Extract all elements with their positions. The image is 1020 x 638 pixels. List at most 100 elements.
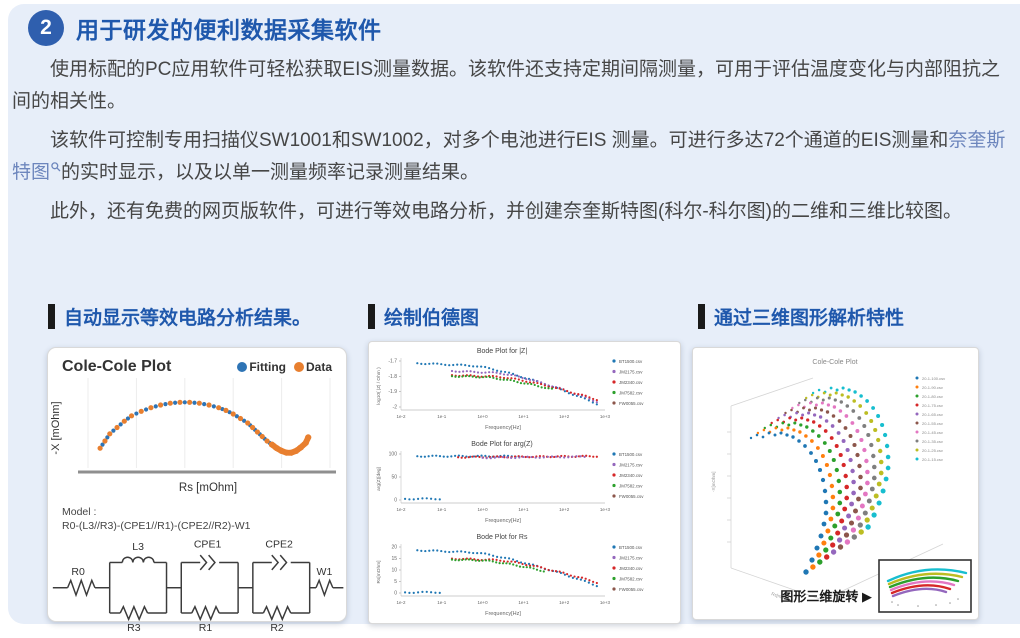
svg-text:20: 20 bbox=[391, 545, 397, 551]
heading-bar bbox=[48, 304, 55, 329]
section-number-badge: 2 bbox=[28, 10, 64, 46]
svg-text:-X[mOhm]: -X[mOhm] bbox=[711, 471, 716, 492]
rotate-3d-label[interactable]: 图形三维旋转 ▶ bbox=[780, 589, 872, 604]
model-text: Model : R0-(L3//R3)-(CPE1//R1)-(CPE2//R2… bbox=[48, 503, 346, 533]
svg-text:20-1-25.csv: 20-1-25.csv bbox=[922, 448, 943, 453]
paragraph-1: 使用标配的PC应用软件可轻松获取EIS测量数据。该软件还支持定期间隔测量，可用于… bbox=[12, 59, 1001, 112]
svg-text:1e+0: 1e+0 bbox=[478, 600, 489, 605]
panel-3-heading-text: 通过三维图形解析特性 bbox=[714, 308, 905, 329]
svg-text:Bode Plot for |Z|: Bode Plot for |Z| bbox=[477, 348, 528, 355]
svg-text:JM7582.csv: JM7582.csv bbox=[619, 484, 643, 489]
cole-cole-card: Cole-Cole Plot Fitting Data -X [mOhm] Rs … bbox=[47, 347, 347, 634]
cole-cole-3d-plot: Cole-Cole PlotRs[mOhm]Date-X[mOhm]20-1-1… bbox=[711, 359, 945, 603]
svg-text:log10( |Z| / Ohm ): log10( |Z| / Ohm ) bbox=[376, 367, 382, 405]
label-cpe2: CPE2 bbox=[265, 539, 293, 551]
svg-text:1e-2: 1e-2 bbox=[396, 600, 406, 605]
svg-text:BT1500.csv: BT1500.csv bbox=[619, 359, 643, 364]
data-dot-icon bbox=[293, 362, 304, 372]
svg-text:-X [mOhm]: -X [mOhm] bbox=[50, 401, 62, 454]
svg-text:100: 100 bbox=[389, 452, 398, 458]
svg-text:5: 5 bbox=[394, 579, 397, 585]
paragraph-2-text-after: 的实时显示，以及以单一测量频率记录测量结果。 bbox=[61, 162, 480, 183]
bode-plot-arg: Bode Plot for arg(Z) arg(Z)[deg] 100 50 0 1e-… bbox=[371, 437, 678, 528]
svg-text:1e+1: 1e+1 bbox=[518, 600, 529, 605]
svg-text:-1.8: -1.8 bbox=[388, 374, 397, 380]
svg-text:0: 0 bbox=[394, 498, 397, 504]
svg-text:1e-1: 1e-1 bbox=[437, 507, 447, 512]
svg-text:-1.9: -1.9 bbox=[388, 389, 397, 395]
panel-2-heading-text: 绘制伯德图 bbox=[384, 308, 480, 329]
svg-text:0: 0 bbox=[394, 591, 397, 597]
panel-1-heading: 自动显示等效电路分析结果。 bbox=[48, 303, 311, 330]
svg-text:20-1-80.csv: 20-1-80.csv bbox=[922, 394, 943, 399]
legend-item-fitting: Fitting bbox=[237, 360, 286, 374]
cole-cole-plot-title: Cole-Cole Plot bbox=[62, 358, 172, 375]
svg-text:JM2340.csv: JM2340.csv bbox=[619, 566, 643, 571]
bode-plot-rs: Bode Plot for Rs Rs[mOhm] 20 15 10 5 0 1e-2 1e-1… bbox=[371, 530, 678, 621]
svg-text:JM2175.csv: JM2175.csv bbox=[619, 463, 643, 468]
svg-text:20-1-35.csv: 20-1-35.csv bbox=[922, 439, 943, 444]
body-copy: 使用标配的PC应用软件可轻松获取EIS测量数据。该软件还支持定期间隔测量，可用于… bbox=[12, 54, 1006, 235]
svg-text:JM2340.csv: JM2340.csv bbox=[619, 380, 643, 385]
svg-text:50: 50 bbox=[391, 475, 397, 481]
svg-text:1e-1: 1e-1 bbox=[437, 600, 447, 605]
svg-text:Frequency[Hz]: Frequency[Hz] bbox=[485, 611, 521, 617]
svg-text:Rs[mOhm]: Rs[mOhm] bbox=[771, 591, 793, 602]
svg-text:Cole-Cole Plot: Cole-Cole Plot bbox=[812, 359, 857, 366]
equivalent-circuit-diagram: R0 L3 R3 CPE1 R1 CPE2 R2 W1 bbox=[52, 539, 344, 634]
svg-text:Rs [mOhm]: Rs [mOhm] bbox=[179, 482, 237, 494]
svg-text:Rs[mOhm]: Rs[mOhm] bbox=[376, 561, 382, 584]
rotated-view-thumbnail[interactable] bbox=[878, 559, 972, 613]
heading-bar bbox=[368, 304, 375, 329]
bode-plots-card: Bode Plot for |Z| log10( |Z| / Ohm ) -1.7 -… bbox=[368, 341, 681, 624]
svg-text:20-1-15.csv: 20-1-15.csv bbox=[922, 457, 943, 462]
svg-text:JM2175.csv: JM2175.csv bbox=[619, 370, 643, 375]
nyquist-plot-link[interactable]: 奈奎斯特图 bbox=[12, 130, 1005, 183]
svg-text:20-1-100.csv: 20-1-100.csv bbox=[922, 376, 945, 381]
svg-text:JM7582.csv: JM7582.csv bbox=[619, 577, 643, 582]
svg-text:20-1-65.csv: 20-1-65.csv bbox=[922, 412, 943, 417]
svg-text:BT1500.csv: BT1500.csv bbox=[619, 545, 643, 550]
svg-text:20-1-45.csv: 20-1-45.csv bbox=[922, 430, 943, 435]
svg-text:20-1-55.csv: 20-1-55.csv bbox=[922, 421, 943, 426]
label-r0: R0 bbox=[71, 566, 85, 578]
svg-text:1e+2: 1e+2 bbox=[559, 414, 570, 419]
svg-text:1e-1: 1e-1 bbox=[437, 414, 447, 419]
svg-text:1e+0: 1e+0 bbox=[478, 507, 489, 512]
svg-text:JM2340.csv: JM2340.csv bbox=[619, 473, 643, 478]
nyquist-link-label[interactable]: 奈奎斯特图 bbox=[12, 130, 1006, 183]
bode-plot-z: Bode Plot for |Z| log10( |Z| / Ohm ) -1.7 -… bbox=[371, 344, 678, 435]
svg-text:BT1500.csv: BT1500.csv bbox=[619, 452, 643, 457]
model-formula: R0-(L3//R3)-(CPE1//R1)-(CPE2//R2)-W1 bbox=[62, 520, 251, 532]
cole-cole-3d-card: Cole-Cole PlotRs[mOhm]Date-X[mOhm]20-1-1… bbox=[692, 347, 979, 620]
svg-text:-2: -2 bbox=[393, 405, 398, 411]
svg-text:Bode Plot for Rs: Bode Plot for Rs bbox=[477, 534, 528, 541]
svg-text:JM2175.csv: JM2175.csv bbox=[619, 556, 643, 561]
svg-text:1e+2: 1e+2 bbox=[559, 507, 570, 512]
svg-text:Bode Plot for arg(Z): Bode Plot for arg(Z) bbox=[471, 441, 532, 448]
label-w1: W1 bbox=[317, 566, 333, 578]
svg-text:1e+3: 1e+3 bbox=[600, 507, 611, 512]
cole-cole-plot: -X [mOhm] Rs [mOhm] bbox=[50, 378, 336, 494]
magnifier-icon[interactable] bbox=[51, 162, 61, 172]
svg-text:arg(Z)[deg]: arg(Z)[deg] bbox=[376, 467, 382, 491]
svg-text:1e+2: 1e+2 bbox=[559, 600, 570, 605]
svg-text:1e+3: 1e+3 bbox=[600, 414, 611, 419]
svg-text:15: 15 bbox=[391, 556, 397, 562]
panel-2-heading: 绘制伯德图 bbox=[368, 303, 479, 330]
svg-text:-1.7: -1.7 bbox=[388, 359, 397, 365]
fitting-dot-icon bbox=[237, 362, 248, 372]
cole-cole-legend: Fitting Data bbox=[237, 360, 332, 374]
label-cpe1: CPE1 bbox=[194, 539, 222, 551]
panel-3-heading: 通过三维图形解析特性 bbox=[698, 303, 904, 330]
svg-text:1e-2: 1e-2 bbox=[396, 414, 406, 419]
svg-text:1e+1: 1e+1 bbox=[518, 414, 529, 419]
svg-text:Frequency[Hz]: Frequency[Hz] bbox=[485, 518, 521, 524]
svg-text:20-1-90.csv: 20-1-90.csv bbox=[922, 385, 943, 390]
svg-text:FW0055.csv: FW0055.csv bbox=[619, 494, 644, 499]
svg-text:1e+0: 1e+0 bbox=[478, 414, 489, 419]
svg-text:JM7582.csv: JM7582.csv bbox=[619, 391, 643, 396]
label-l3: L3 bbox=[132, 541, 144, 553]
page-title: 用于研发的便利数据采集软件 bbox=[76, 17, 382, 43]
svg-text:FW0055.csv: FW0055.csv bbox=[619, 401, 644, 406]
